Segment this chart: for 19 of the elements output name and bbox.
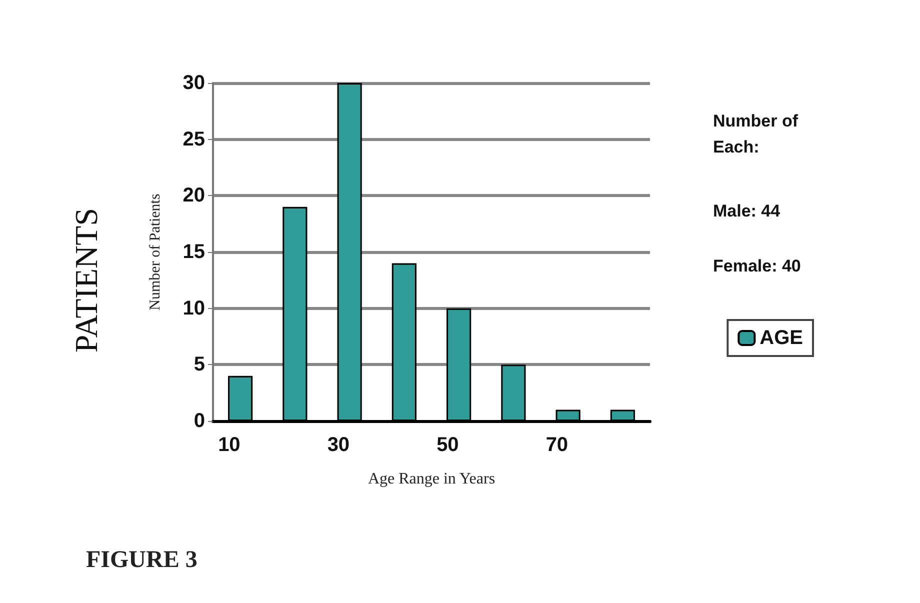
y-tick-label: 30 xyxy=(182,72,205,94)
y-tick-label: 0 xyxy=(194,410,205,432)
y-tick-label: 10 xyxy=(182,297,205,320)
y-tick-label: 25 xyxy=(182,128,205,150)
x-tick-label: 30 xyxy=(327,434,350,456)
y-tick-label: 5 xyxy=(194,354,205,376)
x-axis-title: Age Range in Years xyxy=(368,470,496,488)
text: Female: 40 xyxy=(713,256,801,276)
y-tick-label: 20 xyxy=(182,184,205,207)
y-tick-label: 15 xyxy=(182,241,205,263)
text: PATIENTS xyxy=(68,208,104,353)
x-tick-label: 70 xyxy=(546,434,568,456)
x-tick-label: 50 xyxy=(436,434,459,456)
text: Male: 44 xyxy=(713,202,781,220)
y-axis-title: Number of Patients xyxy=(148,194,164,310)
x-tick-label: 10 xyxy=(218,434,240,456)
caption: FIGURE 3 xyxy=(86,547,198,573)
text: Number of Each: xyxy=(713,112,798,156)
legend-label: AGE xyxy=(760,327,804,349)
